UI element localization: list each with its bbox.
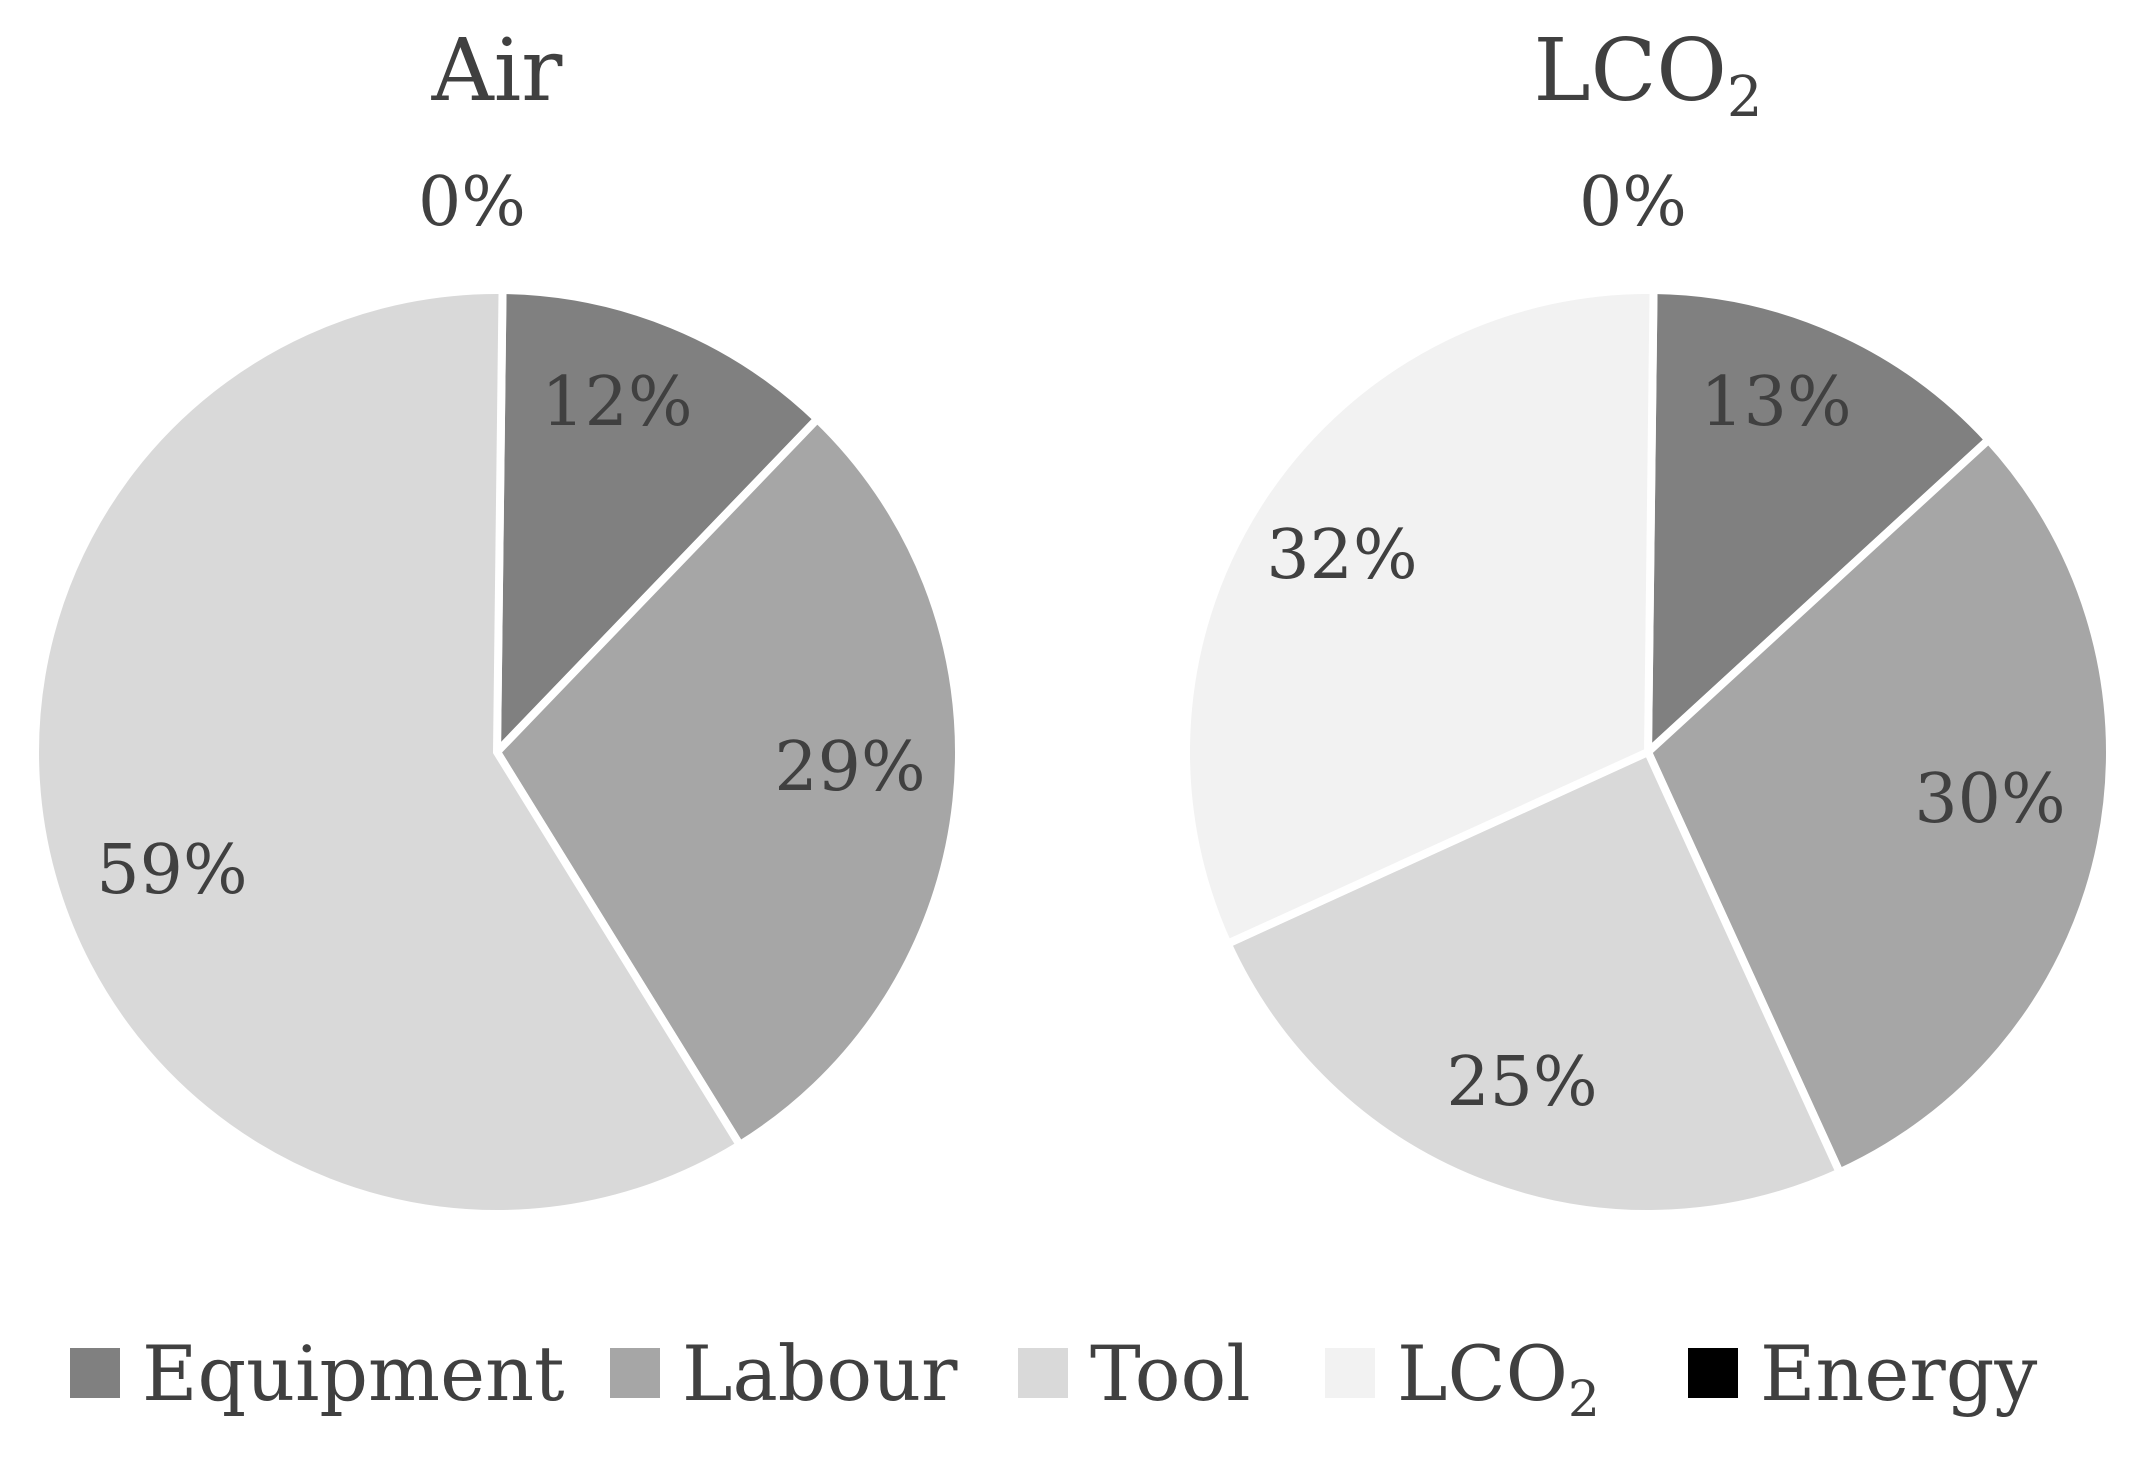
data-label-equipment: 13% <box>1700 363 1851 442</box>
legend-label: Energy <box>1760 1329 2037 1418</box>
legend-swatch <box>1325 1348 1375 1398</box>
data-label-labour: 30% <box>1914 760 2065 839</box>
data-label-tool: 25% <box>1446 1043 1597 1122</box>
data-label-labour: 29% <box>774 728 925 807</box>
legend-label: Tool <box>1090 1329 1251 1418</box>
pie-chart-2: LCO2 13% 30% 25% 32% 0% <box>1182 21 2114 1218</box>
data-label-energy: 0% <box>1579 163 1687 242</box>
chart-title: Air <box>431 21 564 121</box>
legend-item-lco2: LCO2 <box>1325 1329 1600 1428</box>
pie-slice-equipment <box>1643 285 1995 762</box>
legend-label: Labour <box>682 1329 958 1418</box>
pie-slice-tool <box>30 286 746 1218</box>
pie-slice-labour <box>491 413 963 1151</box>
legend-item-tool: Tool <box>1018 1329 1251 1418</box>
legend-item-energy: Energy <box>1688 1329 2037 1418</box>
legend-swatch <box>70 1348 120 1398</box>
legend-swatch <box>1018 1348 1068 1398</box>
pie-slice-equipment <box>492 285 823 763</box>
legend-swatch <box>610 1348 660 1398</box>
data-label-energy: 0% <box>418 163 526 242</box>
legend: Equipment Labour Tool LCO2 Energy <box>70 1329 2037 1428</box>
legend-swatch <box>1688 1348 1738 1398</box>
legend-item-labour: Labour <box>610 1329 958 1418</box>
legend-label: Equipment <box>142 1329 565 1418</box>
legend-item-equipment: Equipment <box>70 1329 565 1418</box>
data-label-tool: 59% <box>96 831 247 910</box>
pie-chart-1: Air 12% 29% 59% 0% <box>30 21 963 1218</box>
data-label-equipment: 12% <box>541 363 692 442</box>
legend-label: LCO2 <box>1397 1329 1600 1428</box>
pie-slice-tool <box>1222 746 1845 1218</box>
chart-title: LCO2 <box>1533 21 1762 130</box>
pie-slice-lco2 <box>1182 286 1658 949</box>
data-label-lco2: 32% <box>1266 516 1417 595</box>
pie-slice-labour <box>1643 434 2114 1178</box>
